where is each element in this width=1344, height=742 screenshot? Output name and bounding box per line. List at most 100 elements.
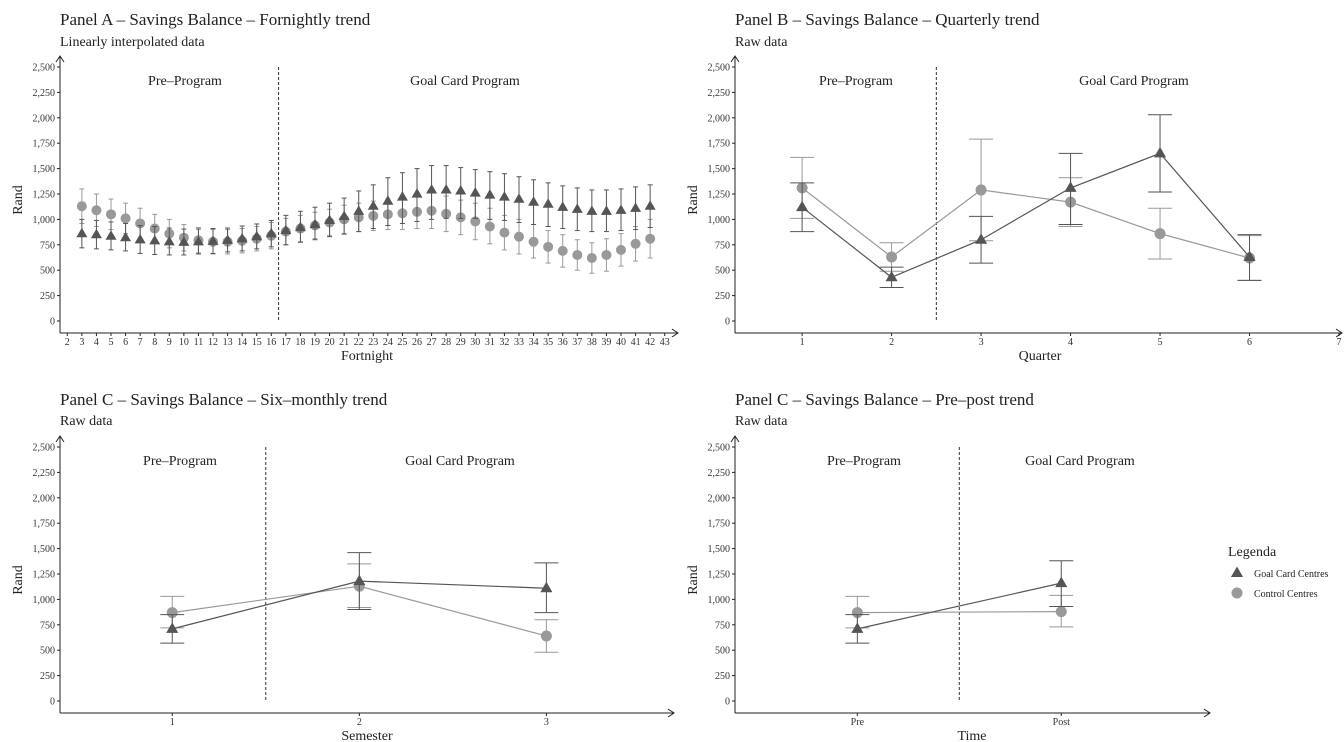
data-point [540, 630, 552, 642]
x-axis-arrow [1335, 328, 1343, 338]
legend-label: Control Centres [1254, 589, 1318, 600]
data-point [615, 204, 627, 214]
data-point [586, 205, 598, 215]
y-tick-label: 750 [715, 620, 730, 631]
x-tick-label: 11 [194, 337, 204, 348]
legend-title: Legenda [1228, 545, 1277, 560]
x-tick-label: 1 [170, 717, 175, 728]
panel-title: Panel C – Savings Balance – Six–monthly … [60, 390, 388, 409]
y-tick-label: 2,500 [33, 63, 56, 74]
y-tick-label: 2,250 [33, 468, 56, 479]
data-point [498, 191, 510, 201]
x-tick-label: Post [1053, 717, 1070, 728]
y-axis-label: Rand [686, 565, 701, 595]
x-axis-arrow [671, 328, 679, 338]
series-control-centres [76, 188, 656, 274]
data-point [192, 235, 204, 246]
series-goal-card-centres [76, 165, 656, 256]
y-tick-label: 1,000 [708, 595, 731, 606]
data-point [106, 209, 116, 220]
y-tick-label: 1,000 [33, 595, 56, 606]
y-tick-label: 1,500 [33, 164, 56, 175]
data-point [796, 200, 809, 212]
x-tick-label: 13 [223, 337, 233, 348]
y-tick-label: 1,000 [33, 215, 56, 226]
y-tick-label: 1,750 [33, 519, 56, 530]
x-tick-label: 12 [208, 337, 218, 348]
x-tick-label: 35 [543, 337, 553, 348]
series-line [801, 152, 1250, 278]
data-point [543, 241, 554, 252]
y-axis-arrow [55, 55, 65, 63]
data-point [484, 221, 495, 232]
data-point [353, 574, 366, 586]
data-point [166, 622, 179, 633]
y-axis-label: Rand [11, 185, 26, 215]
x-tick-label: 36 [558, 337, 568, 348]
data-point [265, 227, 277, 238]
x-tick-label: 5 [1158, 337, 1163, 348]
y-tick-label: 2,250 [33, 88, 56, 99]
y-tick-label: 2,250 [708, 468, 731, 479]
data-point [1055, 576, 1068, 588]
x-tick-label: 43 [660, 337, 670, 348]
region-label-pre-program: Pre–Program [819, 74, 893, 89]
x-tick-label: 3 [544, 717, 549, 728]
y-tick-label: 2,500 [708, 443, 731, 454]
chart-panel-2: Panel B – Savings Balance – Quarterly tr… [686, 10, 1343, 364]
y-tick-label: 750 [40, 620, 55, 631]
data-point [1243, 250, 1256, 261]
panel-title: Panel A – Savings Balance – Fornightly t… [60, 10, 371, 29]
data-point [90, 228, 102, 239]
data-point [105, 230, 117, 240]
legend-triangle-marker [1230, 566, 1244, 577]
x-tick-label: 23 [368, 337, 378, 348]
data-point [499, 227, 510, 238]
y-tick-label: 250 [715, 671, 730, 682]
data-point [455, 185, 467, 195]
y-tick-label: 0 [50, 697, 55, 708]
y-tick-label: 1,750 [708, 139, 731, 150]
y-tick-label: 1,500 [708, 544, 731, 555]
x-tick-label: 19 [310, 337, 320, 348]
x-tick-label: 2 [889, 337, 894, 348]
data-point [851, 607, 863, 619]
data-point [616, 244, 626, 255]
data-point [630, 202, 642, 212]
series-control-centres [845, 594, 1074, 629]
region-label-program: Goal Card Program [410, 74, 520, 89]
y-tick-label: 1,500 [33, 544, 56, 555]
series-control-centres [790, 138, 1262, 281]
data-point [353, 205, 365, 215]
y-axis-label: Rand [686, 185, 701, 215]
y-tick-label: 2,000 [708, 113, 731, 124]
y-tick-label: 2,250 [708, 88, 731, 99]
y-tick-label: 2,000 [33, 113, 56, 124]
y-tick-label: 250 [715, 291, 730, 302]
y-tick-label: 500 [40, 646, 55, 657]
data-point [469, 187, 481, 197]
panel-subtitle: Linearly interpolated data [60, 35, 205, 50]
series-goal-card-centres [160, 552, 559, 644]
data-point [367, 200, 379, 210]
y-tick-label: 250 [40, 291, 55, 302]
data-point [975, 184, 987, 196]
data-point [324, 214, 336, 225]
region-label-program: Goal Card Program [1079, 74, 1189, 89]
y-tick-label: 2,000 [33, 493, 56, 504]
data-point [440, 184, 452, 194]
y-tick-label: 1,250 [33, 570, 56, 581]
y-axis-label: Rand [11, 565, 26, 595]
series-line [857, 610, 1062, 614]
region-label-program: Goal Card Program [405, 454, 515, 469]
y-tick-label: 1,000 [708, 215, 731, 226]
x-axis-label: Quarter [1019, 349, 1062, 364]
data-point [851, 622, 864, 633]
y-tick-label: 2,000 [708, 493, 731, 504]
y-tick-label: 1,750 [33, 139, 56, 150]
data-point [484, 189, 496, 199]
region-label-pre-program: Pre–Program [827, 454, 901, 469]
data-point [540, 581, 553, 593]
data-point [1055, 606, 1067, 618]
